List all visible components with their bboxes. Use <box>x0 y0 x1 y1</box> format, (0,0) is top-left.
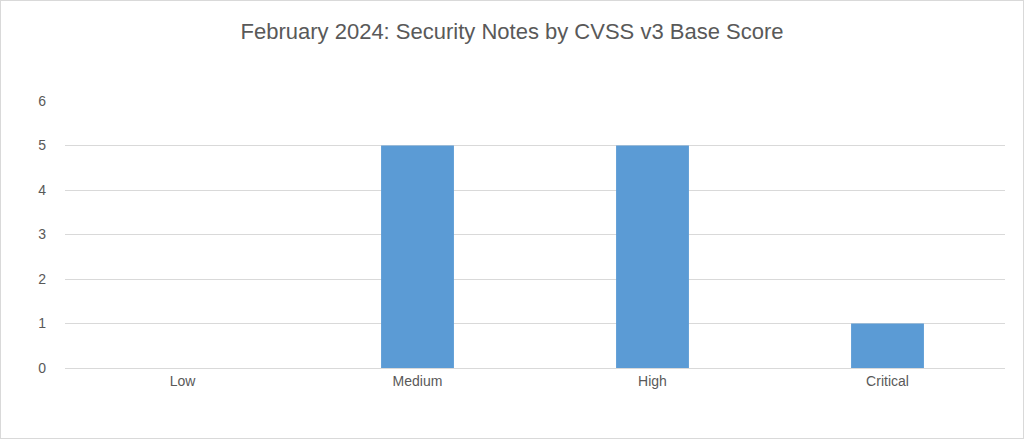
svg-text:5: 5 <box>38 137 46 153</box>
svg-text:High: High <box>638 373 667 389</box>
svg-text:1: 1 <box>38 315 46 331</box>
svg-text:6: 6 <box>38 93 46 109</box>
svg-text:February 2024: Security Notes: February 2024: Security Notes by CVSS v3… <box>241 19 784 44</box>
svg-text:3: 3 <box>38 226 46 242</box>
svg-text:Medium: Medium <box>393 373 443 389</box>
svg-text:0: 0 <box>38 360 46 376</box>
svg-text:Critical: Critical <box>866 373 909 389</box>
svg-text:4: 4 <box>38 182 46 198</box>
svg-text:Low: Low <box>170 373 197 389</box>
svg-text:2: 2 <box>38 271 46 287</box>
